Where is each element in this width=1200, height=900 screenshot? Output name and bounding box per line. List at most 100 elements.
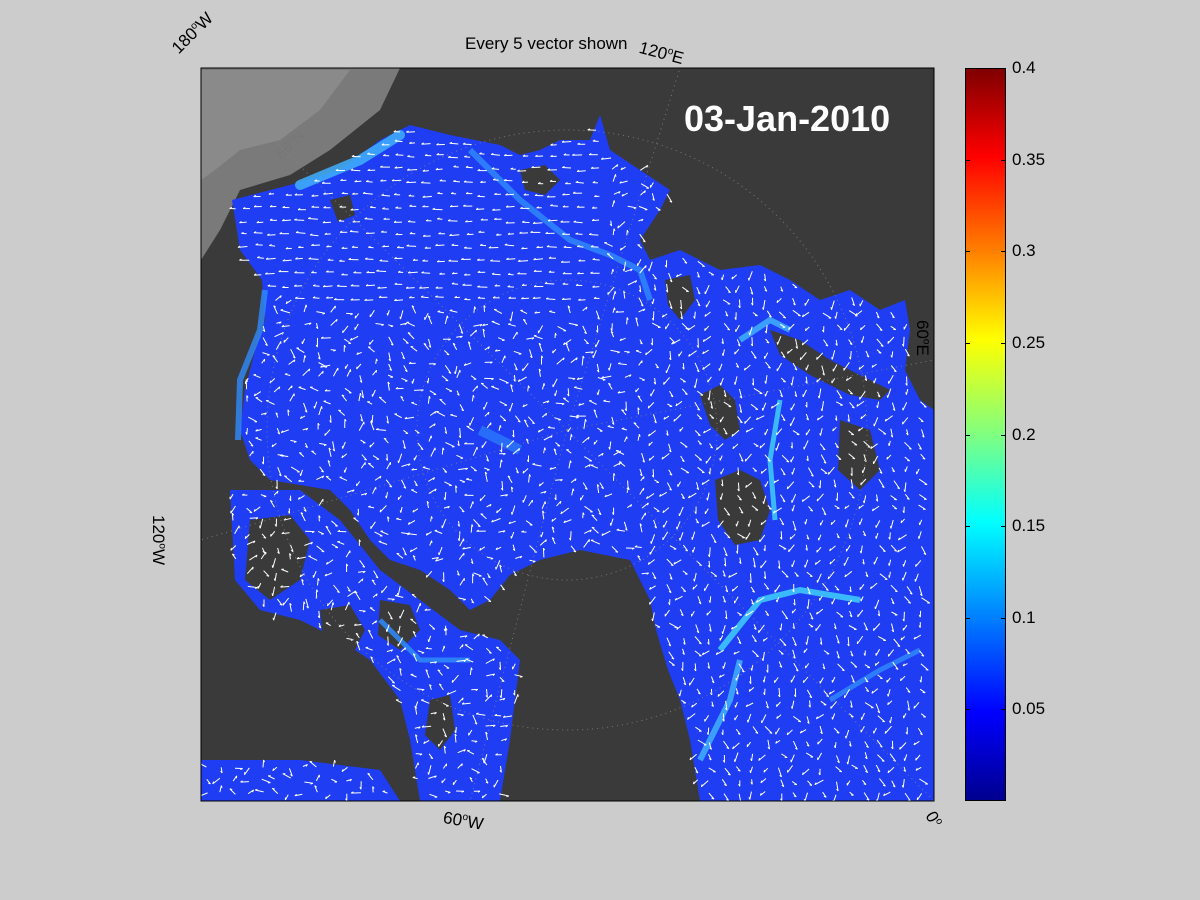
drift-vector <box>491 153 500 156</box>
drift-vector-head <box>277 551 280 554</box>
drift-vector-head <box>351 154 355 157</box>
drift-vector <box>514 674 523 678</box>
drift-vector-head <box>698 642 702 645</box>
drift-vector-head <box>489 504 492 507</box>
drift-vector-head <box>450 413 453 416</box>
drift-vector-head <box>880 345 884 347</box>
drift-vector <box>691 531 696 540</box>
drift-vector <box>831 350 836 360</box>
drift-vector-head <box>862 561 865 565</box>
drift-vector-head <box>860 327 862 331</box>
drift-vector-head <box>396 246 400 249</box>
drift-vector-head <box>753 356 757 359</box>
drift-vector-head <box>229 206 233 209</box>
drift-vector-head <box>895 667 899 670</box>
drift-vector <box>758 624 765 634</box>
drift-vector <box>680 467 690 474</box>
drift-vector <box>466 750 475 755</box>
drift-vector-head <box>430 757 434 760</box>
drift-vector-head <box>237 245 241 248</box>
drift-vector <box>425 669 430 679</box>
drift-vector-head <box>266 575 270 577</box>
drift-vector <box>333 584 340 593</box>
drift-vector-head <box>407 168 410 171</box>
drift-vector <box>273 305 278 315</box>
drift-vector-head <box>370 421 373 424</box>
drift-vector <box>843 556 849 566</box>
drift-vector <box>568 460 571 469</box>
drift-vector-head <box>559 501 562 504</box>
drift-vector-head <box>354 591 358 594</box>
drift-vector <box>708 560 711 568</box>
drift-vector <box>408 519 416 525</box>
drift-vector-head <box>767 459 771 462</box>
drift-vector-head <box>387 516 390 519</box>
drift-vector <box>378 396 387 404</box>
drift-vector-head <box>694 511 697 515</box>
drift-vector-head <box>526 459 529 463</box>
drift-vector <box>647 402 655 409</box>
drift-vector <box>612 228 615 236</box>
drift-vector-head <box>647 502 649 506</box>
drift-vector <box>608 382 613 390</box>
drift-vector-head <box>709 747 712 750</box>
drift-vector <box>388 352 391 362</box>
drift-vector <box>791 467 795 475</box>
drift-vector <box>366 232 375 234</box>
drift-vector-head <box>262 329 266 332</box>
drift-vector <box>821 401 824 412</box>
drift-vector-head <box>452 342 456 346</box>
drift-vector <box>253 506 261 512</box>
drift-vector <box>697 260 705 267</box>
drift-vector-head <box>272 787 275 790</box>
drift-vector <box>877 715 886 723</box>
drift-vector-head <box>431 516 433 519</box>
drift-vector-head <box>421 142 424 145</box>
drift-vector-head <box>446 315 449 319</box>
drift-vector-head <box>445 627 448 631</box>
drift-vector <box>744 453 752 462</box>
drift-vector-head <box>354 179 358 183</box>
drift-vector <box>561 141 572 143</box>
drift-vector-head <box>465 467 469 471</box>
drift-vector-head <box>901 785 904 788</box>
drift-vector-head <box>766 341 770 344</box>
drift-vector-head <box>679 306 683 310</box>
drift-vector-head <box>766 613 769 616</box>
drift-vector-head <box>255 554 258 558</box>
drift-vector <box>234 525 240 534</box>
drift-vector <box>890 584 898 593</box>
drift-vector <box>411 305 417 314</box>
drift-vector-head <box>593 409 597 412</box>
drift-vector <box>532 297 541 299</box>
drift-vector <box>760 468 767 474</box>
drift-vector-head <box>463 204 466 207</box>
drift-vector <box>744 416 751 424</box>
drift-vector-head <box>839 770 842 773</box>
drift-vector <box>358 393 361 402</box>
drift-vector <box>669 390 674 398</box>
drift-vector-head <box>790 382 793 386</box>
drift-vector-head <box>766 587 769 590</box>
drift-vector <box>314 785 318 793</box>
drift-vector-head <box>436 260 440 263</box>
drift-vector-head <box>535 154 538 157</box>
drift-vector-head <box>573 550 577 553</box>
drift-vector-head <box>448 338 451 341</box>
drift-vector <box>330 305 336 313</box>
drift-vector-head <box>368 245 371 248</box>
drift-vector-head <box>562 165 565 168</box>
drift-vector-head <box>769 732 773 734</box>
drift-vector-head <box>779 536 783 540</box>
drift-vector <box>273 386 281 393</box>
drift-vector <box>443 746 446 754</box>
drift-vector <box>496 508 502 514</box>
drift-vector-head <box>723 600 726 603</box>
drift-vector-head <box>561 403 565 406</box>
drift-vector-head <box>845 735 847 739</box>
drift-vector <box>804 298 810 306</box>
drift-vector-head <box>412 509 415 513</box>
drift-vector <box>485 724 496 727</box>
drift-vector <box>920 453 926 460</box>
drift-vector-head <box>850 654 854 657</box>
